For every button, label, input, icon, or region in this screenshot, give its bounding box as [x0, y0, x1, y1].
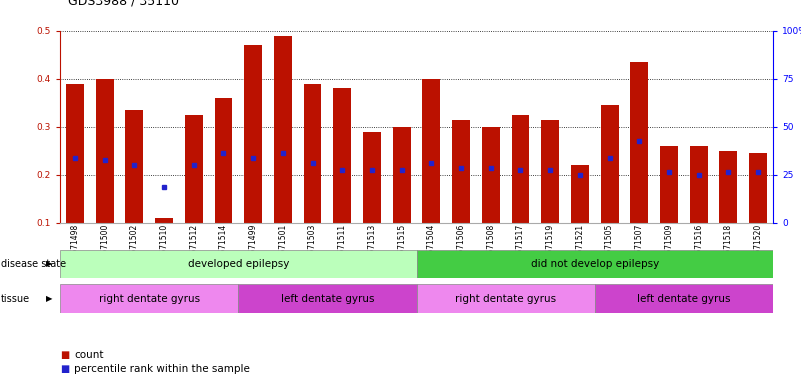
Bar — [244, 45, 262, 223]
Bar — [66, 84, 84, 223]
Bar — [60, 250, 417, 278]
Text: disease state: disease state — [1, 259, 66, 269]
Bar — [690, 146, 707, 223]
Bar — [333, 88, 351, 223]
Text: did not develop epilepsy: did not develop epilepsy — [530, 259, 659, 269]
Bar — [749, 153, 767, 223]
Bar — [363, 132, 381, 223]
Text: right dentate gyrus: right dentate gyrus — [99, 293, 199, 304]
Bar — [60, 284, 239, 313]
Text: GDS3988 / 35110: GDS3988 / 35110 — [68, 0, 179, 8]
Bar — [417, 250, 773, 278]
Text: tissue: tissue — [1, 293, 30, 304]
Text: left dentate gyrus: left dentate gyrus — [280, 293, 374, 304]
Text: ■: ■ — [60, 364, 70, 374]
Bar — [541, 119, 559, 223]
Bar — [630, 62, 648, 223]
Bar — [719, 151, 738, 223]
Bar — [512, 115, 529, 223]
Bar — [601, 105, 618, 223]
Bar — [274, 36, 292, 223]
Bar — [452, 119, 470, 223]
Text: developed epilepsy: developed epilepsy — [187, 259, 289, 269]
Bar — [304, 84, 321, 223]
Bar — [126, 110, 143, 223]
Bar — [482, 127, 500, 223]
Bar — [660, 146, 678, 223]
Bar — [392, 127, 411, 223]
Text: right dentate gyrus: right dentate gyrus — [455, 293, 556, 304]
Bar — [417, 284, 594, 313]
Text: ■: ■ — [60, 350, 70, 360]
Bar — [215, 98, 232, 223]
Bar — [185, 115, 203, 223]
Bar — [96, 79, 114, 223]
Bar — [571, 165, 589, 223]
Text: ▶: ▶ — [46, 260, 52, 268]
Text: left dentate gyrus: left dentate gyrus — [637, 293, 731, 304]
Text: ▶: ▶ — [46, 294, 52, 303]
Bar — [422, 79, 441, 223]
Bar — [155, 218, 173, 223]
Bar — [594, 284, 773, 313]
Text: percentile rank within the sample: percentile rank within the sample — [74, 364, 251, 374]
Bar — [239, 284, 417, 313]
Text: count: count — [74, 350, 104, 360]
